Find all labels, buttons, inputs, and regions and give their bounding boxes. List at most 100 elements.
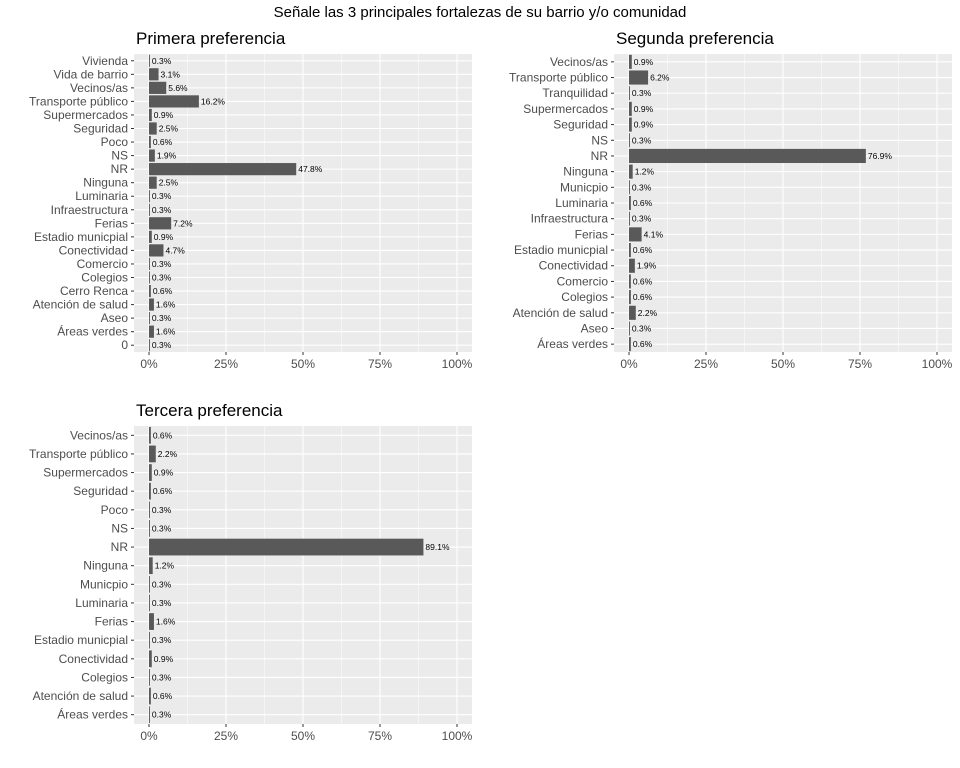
- bar: [149, 230, 152, 243]
- data-label: 0.9%: [154, 232, 174, 242]
- panel-title: Segunda preferencia: [616, 29, 774, 48]
- data-label: 0.3%: [152, 205, 172, 215]
- y-tick-label: Supermercados: [523, 102, 608, 116]
- data-label: 0.3%: [152, 598, 172, 608]
- bar: [629, 101, 632, 116]
- bar: [629, 70, 649, 85]
- bar: [149, 445, 156, 463]
- chart-main-title: Señale las 3 principales fortalezas de s…: [273, 4, 687, 21]
- y-tick-label: Municpio: [560, 180, 608, 194]
- y-tick-label: Supermercados: [43, 466, 128, 480]
- y-tick-label: Ferias: [95, 615, 128, 629]
- data-label: 3.1%: [161, 69, 181, 79]
- data-label: 0.6%: [153, 486, 173, 496]
- chart-panel-tercera: Tercera preferencia 0.6% Vecinos/as 2.2% Tra…: [29, 401, 473, 743]
- data-label: 1.9%: [157, 151, 177, 161]
- x-tick-label: 50%: [291, 357, 315, 371]
- bar: [149, 501, 150, 519]
- data-label: 2.2%: [158, 449, 178, 459]
- x-tick-label: 0%: [140, 357, 158, 371]
- y-tick-label: Ninguna: [83, 176, 128, 190]
- y-tick-label: Transporte público: [29, 94, 128, 108]
- data-label: 1.6%: [156, 327, 176, 337]
- y-tick-label: Poco: [101, 503, 129, 517]
- y-tick-label: Áreas verdes: [537, 336, 608, 351]
- bar: [149, 284, 151, 298]
- y-tick-label: Tranquilidad: [542, 86, 608, 100]
- y-tick-label: Infraestructura: [531, 212, 609, 226]
- y-tick-label: Colegios: [81, 271, 128, 285]
- data-label: 0.6%: [153, 286, 173, 296]
- data-label: 76.9%: [868, 151, 893, 161]
- bar: [149, 325, 154, 338]
- data-label: 0.6%: [153, 137, 173, 147]
- bar: [629, 337, 631, 352]
- y-tick-label: Estadio municpial: [34, 230, 128, 244]
- data-label: 0.9%: [154, 110, 174, 120]
- bar: [149, 176, 157, 189]
- bar: [629, 258, 635, 273]
- data-label: 0.6%: [633, 339, 653, 349]
- data-label: 0.3%: [152, 191, 172, 201]
- bar: [149, 149, 155, 162]
- data-label: 16.2%: [201, 96, 226, 106]
- bar: [149, 575, 150, 593]
- data-label: 89.1%: [425, 542, 450, 552]
- bar: [629, 86, 630, 101]
- data-label: 0.9%: [634, 57, 654, 67]
- data-label: 0.9%: [154, 654, 174, 664]
- x-tick-label: 0%: [140, 729, 158, 743]
- y-tick-label: Comercio: [557, 274, 609, 288]
- x-tick-label: 25%: [694, 357, 718, 371]
- y-tick-label: Ninguna: [563, 165, 608, 179]
- bar: [149, 538, 424, 556]
- x-tick-label: 25%: [214, 357, 238, 371]
- bar: [149, 687, 151, 705]
- bar: [629, 274, 631, 289]
- bar: [629, 195, 631, 211]
- data-label: 0.3%: [152, 579, 172, 589]
- x-tick-label: 25%: [214, 729, 238, 743]
- bar: [149, 482, 151, 500]
- data-label: 0.3%: [152, 505, 172, 515]
- y-tick-label: NR: [111, 540, 129, 554]
- data-label: 0.3%: [152, 313, 172, 323]
- data-label: 0.3%: [152, 273, 172, 283]
- data-label: 0.3%: [152, 710, 172, 720]
- data-label: 0.3%: [632, 135, 652, 145]
- bar: [149, 298, 154, 311]
- x-tick-label: 75%: [368, 357, 392, 371]
- data-label: 0.3%: [152, 259, 172, 269]
- data-label: 0.3%: [152, 523, 172, 533]
- data-label: 6.2%: [650, 73, 670, 83]
- data-label: 0.3%: [152, 672, 172, 682]
- bar: [149, 81, 167, 94]
- y-tick-label: Aseo: [101, 311, 129, 325]
- y-tick-label: Conectividad: [59, 243, 128, 257]
- y-tick-label: Seguridad: [73, 122, 128, 136]
- y-tick-label: Supermercados: [43, 108, 128, 122]
- y-tick-label: Ninguna: [83, 559, 128, 573]
- data-label: 0.3%: [632, 182, 652, 192]
- bar: [149, 190, 150, 203]
- data-label: 1.9%: [637, 261, 657, 271]
- y-tick-label: Infraestructura: [51, 203, 129, 217]
- bar: [629, 305, 636, 320]
- chart-panel-primera: Primera preferencia 0.3% Vivienda 3.1% Vida …: [29, 29, 473, 371]
- y-tick-label: Vecinos/as: [70, 81, 128, 95]
- bar: [149, 631, 150, 649]
- bar: [149, 122, 157, 135]
- data-label: 7.2%: [173, 218, 193, 228]
- bar: [149, 594, 150, 612]
- bar: [629, 242, 631, 258]
- x-tick-label: 50%: [291, 729, 315, 743]
- y-tick-label: Luminaria: [555, 196, 608, 210]
- x-tick-label: 100%: [442, 357, 473, 371]
- bar: [149, 257, 150, 271]
- panel-title: Tercera preferencia: [136, 401, 283, 420]
- y-tick-label: Comercio: [77, 257, 129, 271]
- y-tick-label: Vecinos/as: [550, 55, 608, 69]
- x-tick-label: 50%: [771, 357, 795, 371]
- panel-title: Primera preferencia: [136, 29, 286, 48]
- data-label: 1.6%: [156, 617, 176, 627]
